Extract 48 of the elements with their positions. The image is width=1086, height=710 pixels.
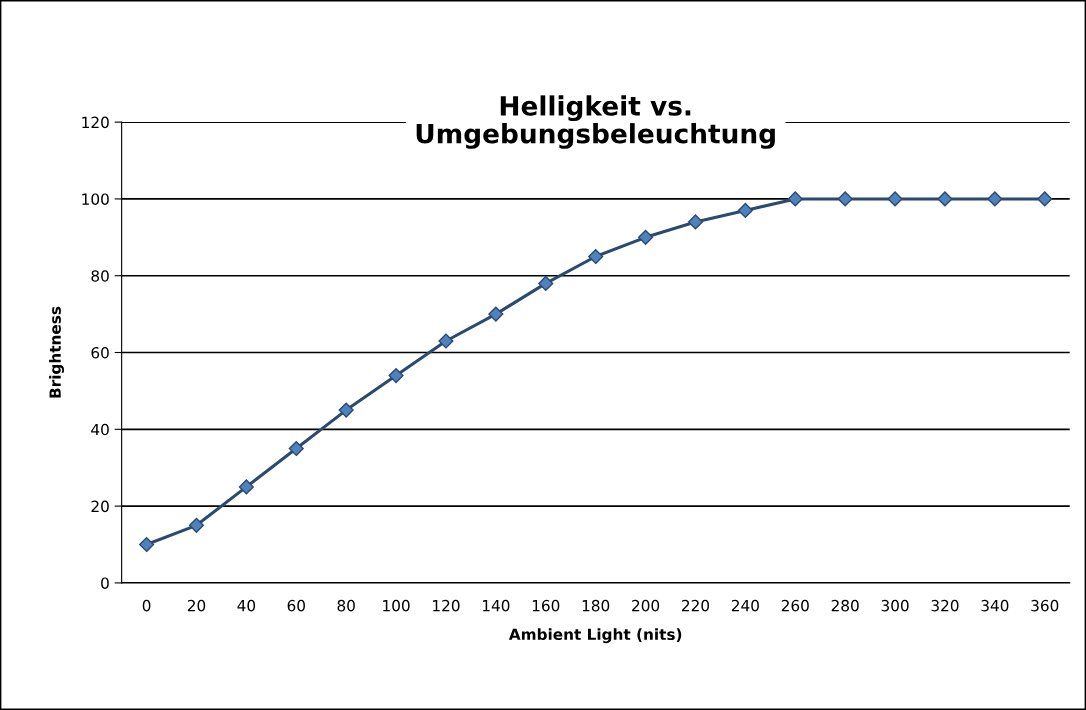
point: [637, 229, 654, 245]
point: [338, 402, 354, 418]
point: [937, 191, 953, 207]
x-tick-label: 100: [383, 599, 410, 612]
point: [737, 202, 753, 219]
point: [238, 479, 254, 495]
y-tick-label: 40: [91, 423, 109, 436]
y-tick-label: 60: [91, 346, 109, 359]
x-tick-label: 160: [532, 599, 560, 612]
point: [887, 191, 903, 207]
point: [388, 367, 404, 384]
point: [488, 306, 504, 322]
x-tick-label: 60: [287, 599, 305, 612]
y-tick-label: 20: [91, 500, 109, 513]
y-tick-label: 0: [101, 577, 109, 589]
x-tick-label: 260: [781, 599, 809, 612]
point: [687, 214, 704, 230]
x-axis-title: Ambient Light (nits): [508, 628, 682, 644]
x-tick-label: 80: [337, 599, 355, 612]
x-tick-label: 140: [482, 599, 510, 612]
point: [1037, 191, 1053, 207]
y-tick-label: 100: [82, 193, 109, 205]
x-tick-label: 340: [981, 599, 1009, 612]
chart-title: Helligkeit vs. Umgebungsbeleuchtung: [416, 95, 775, 149]
x-tick-label: 120: [433, 599, 460, 612]
point: [987, 191, 1003, 207]
point: [288, 440, 304, 457]
x-tick-label: 200: [632, 599, 660, 612]
y-tick-label: 120: [82, 116, 109, 129]
x-tick-label: 360: [1031, 599, 1059, 612]
point: [588, 248, 604, 265]
point: [837, 191, 853, 207]
y-tick-label: 80: [91, 270, 109, 282]
point: [139, 536, 155, 553]
point: [188, 517, 205, 533]
point: [438, 333, 454, 349]
point: [538, 275, 554, 291]
point: [787, 191, 803, 207]
y-axis-title: Brightness: [49, 306, 64, 398]
x-tick-label: 220: [682, 599, 710, 612]
x-tick-label: 180: [582, 599, 610, 612]
x-tick-label: 320: [931, 599, 959, 612]
x-tick-label: 240: [731, 599, 759, 612]
x-tick-label: 300: [881, 599, 909, 612]
x-tick-label: 280: [831, 599, 859, 612]
x-tick-label: 40: [237, 599, 256, 612]
x-tick-label: 0: [142, 599, 151, 612]
x-tick-label: 20: [187, 599, 206, 612]
